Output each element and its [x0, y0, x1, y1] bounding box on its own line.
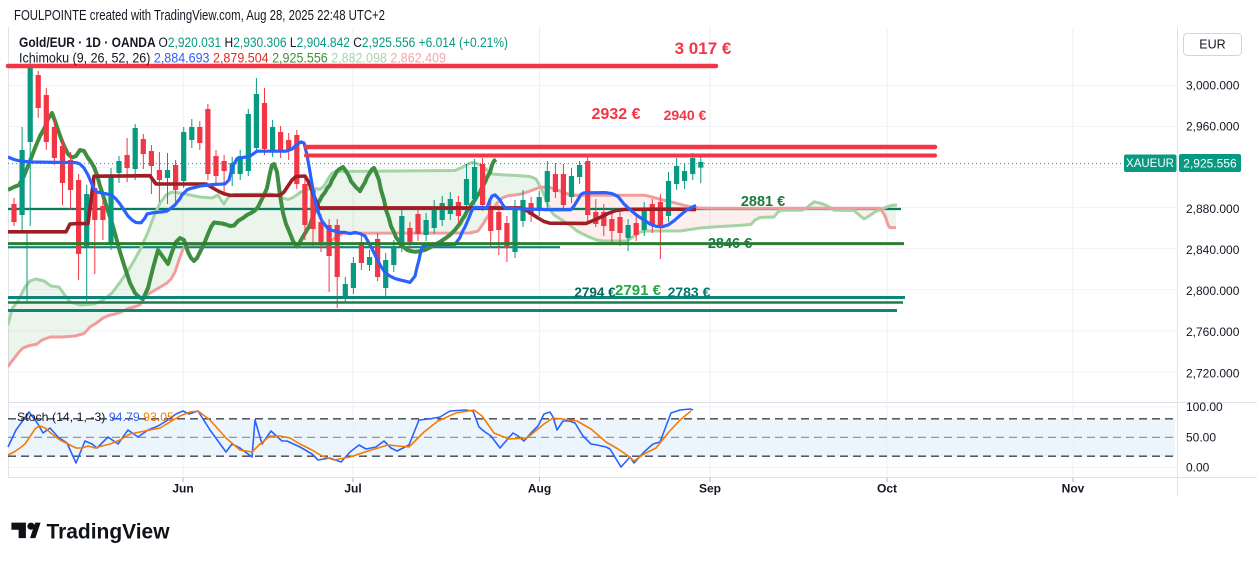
- svg-text:XAUEUR: XAUEUR: [1126, 158, 1174, 170]
- svg-text:50.00: 50.00: [1186, 431, 1216, 445]
- svg-text:Ichimoku (9, 26, 52, 26) 2,884: Ichimoku (9, 26, 52, 26) 2,884.693 2,879…: [19, 51, 446, 66]
- svg-text:EUR: EUR: [1199, 38, 1225, 52]
- svg-text:2783 €: 2783 €: [668, 284, 711, 300]
- svg-text:2881 €: 2881 €: [741, 194, 785, 210]
- svg-text:2940 €: 2940 €: [664, 107, 707, 123]
- svg-text:3 017 €: 3 017 €: [675, 39, 732, 58]
- svg-text:100.00: 100.00: [1186, 400, 1223, 414]
- svg-text:FOULPOINTE created with Tradin: FOULPOINTE created with TradingView.com,…: [14, 7, 385, 24]
- svg-text:2,840.000: 2,840.000: [1186, 243, 1240, 257]
- svg-text:3,000.000: 3,000.000: [1186, 79, 1240, 93]
- svg-text:Oct: Oct: [877, 482, 897, 496]
- svg-text:2,925.556: 2,925.556: [1183, 156, 1237, 170]
- svg-text:2846 €: 2846 €: [708, 236, 752, 252]
- svg-text:2794 €: 2794 €: [574, 285, 616, 300]
- svg-text:2,760.000: 2,760.000: [1186, 325, 1240, 339]
- svg-text:2,880.000: 2,880.000: [1186, 202, 1240, 216]
- svg-text:2,960.000: 2,960.000: [1186, 120, 1240, 134]
- svg-text:Sep: Sep: [699, 482, 721, 496]
- svg-text:TradingView: TradingView: [47, 521, 171, 544]
- svg-text:2932 €: 2932 €: [592, 106, 641, 123]
- svg-text:Stoch (14, 1, -3) 94.79 93.05: Stoch (14, 1, -3) 94.79 93.05: [17, 410, 174, 424]
- svg-text:2,720.000: 2,720.000: [1186, 366, 1240, 380]
- svg-text:Jul: Jul: [344, 482, 361, 496]
- svg-text:Gold/EUR · 1D · OANDA O2,920.0: Gold/EUR · 1D · OANDA O2,920.031 H2,930.…: [19, 35, 508, 50]
- svg-text:2,800.000: 2,800.000: [1186, 284, 1240, 298]
- svg-text:0.00: 0.00: [1186, 461, 1210, 475]
- svg-text:Aug: Aug: [528, 482, 551, 496]
- svg-text:Jun: Jun: [172, 482, 193, 496]
- svg-text:2791 €: 2791 €: [615, 282, 662, 299]
- svg-text:Nov: Nov: [1062, 482, 1085, 496]
